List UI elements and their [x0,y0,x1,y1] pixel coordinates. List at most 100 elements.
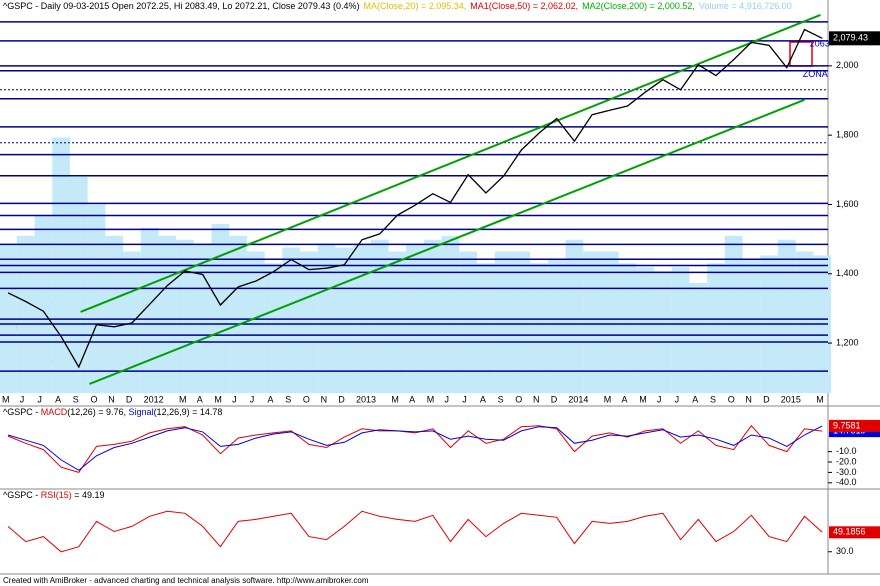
x-tick-label: O [91,394,98,404]
title-part: ^GSPC - [3,407,41,417]
x-tick-label: N [745,394,752,404]
series-line [7,424,823,473]
volume-bar [406,243,424,393]
channel-line [80,13,821,313]
volume-bar [87,204,106,393]
x-tick-label: M [2,394,10,404]
last-value-label: 2,079.43 [833,33,868,43]
y-tick-label: -40.0 [836,477,857,487]
title-part: MACD [41,407,68,417]
volume-bar [636,267,655,393]
volume-bar [211,224,230,393]
volume-bar [600,251,619,393]
x-tick-label: D [338,394,345,404]
y-tick-label: -30.0 [836,467,857,477]
volume-bar [0,243,17,393]
x-tick-label: A [692,394,698,404]
x-tick-label: 2012 [144,394,164,404]
volume-bar [512,251,531,393]
chart-title: ^GSPC - Daily 09-03-2015 Open 2072.25, H… [3,1,792,11]
volume-bar [34,216,53,393]
x-tick-label: M [391,394,399,404]
volume-bar [370,239,389,393]
annotation: 2063 [810,38,830,48]
y-tick-label: 2,000 [836,60,859,70]
volume-bar [654,271,672,393]
x-tick-label: J [445,394,450,404]
volume-bar [777,239,796,393]
title-part: ^GSPC - [3,490,41,500]
y-tick-label: 1,400 [836,268,859,278]
volume-bar [565,239,584,393]
channel-line [89,98,805,385]
x-tick-label: M [427,394,435,404]
x-tick-label: O [303,394,310,404]
last-value-label: 49.1856 [833,527,866,537]
y-tick-label: 1,800 [836,130,859,140]
x-tick-label: A [55,394,61,404]
x-tick-label: D [551,394,558,404]
volume-bar [707,263,725,393]
x-tick-label: J [20,394,25,404]
x-tick-label: O [515,394,522,404]
volume-bar [441,235,460,393]
pane-title: ^GSPC - RSI(15) = 49.19 [3,490,105,500]
volume-bar [689,282,708,393]
volume-bar [583,251,601,393]
volume-bar [176,239,194,393]
footer: Created with AmiBroker - advanced charti… [3,576,369,585]
title-part: Signal [129,407,154,417]
x-tick-label: M [179,394,187,404]
x-tick-label: J [250,394,255,404]
last-value-label: 9.7581 [833,420,861,430]
volume-bar [16,235,35,393]
title-part: = 49.19 [72,490,105,500]
x-tick-label: D [126,394,133,404]
volume-bar [317,243,336,393]
x-tick-label: A [268,394,274,404]
volume-bar [795,251,814,393]
last-value-box [829,419,880,432]
volume-bar [69,176,88,393]
volume-bar [459,251,478,393]
title-part: (12,26) = 9.76, [67,407,128,417]
title-part: (12,26,9) = 14.78 [154,407,223,417]
x-tick-label: 2013 [356,394,376,404]
x-tick-label: S [710,394,716,404]
x-tick-label: S [285,394,291,404]
volume-bar [724,235,743,393]
x-tick-label: M [816,394,824,404]
x-tick-label: J [232,394,237,404]
indicator-label: MA(Close,20) = 2,095.34, [363,1,466,11]
volume-bar [494,251,513,393]
indicator-label: Volume = 4,916,726.00 [699,1,792,11]
volume-bar [282,247,301,393]
x-tick-label: O [728,394,735,404]
x-tick-label: A [622,394,628,404]
x-tick-label: M [639,394,647,404]
x-tick-label: 2014 [568,394,588,404]
x-tick-label: A [480,394,486,404]
x-tick-label: M [214,394,222,404]
volume-bar [140,227,159,393]
volume-bar [229,235,247,393]
series-line [7,28,823,369]
volume-bar [423,239,442,393]
series-line [7,425,823,471]
y-tick-label: -10.0 [836,446,857,456]
x-tick-label: A [197,394,203,404]
y-tick-label: 1,200 [836,337,859,347]
volume-bar [671,267,690,393]
title-part: RSI(15) [41,490,72,500]
x-tick-label: D [763,394,770,404]
x-tick-label: N [321,394,328,404]
x-tick-label: M [604,394,612,404]
volume-bar [477,263,495,393]
volume-bar [547,259,566,393]
x-tick-label: A [409,394,415,404]
x-tick-label: J [37,394,42,404]
volume-bar [388,251,407,393]
volume-bar [742,259,761,393]
